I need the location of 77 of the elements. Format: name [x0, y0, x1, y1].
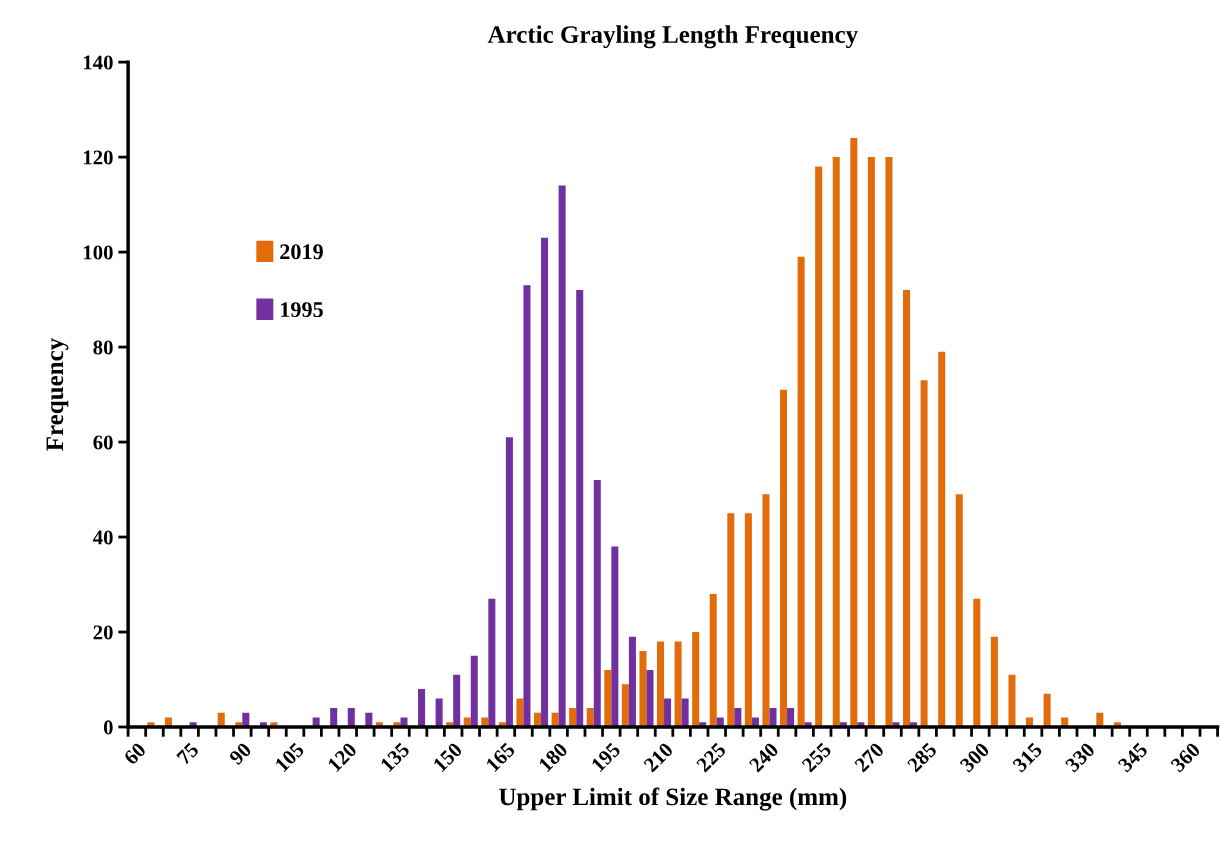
- x-axis-title: Upper Limit of Size Range (mm): [499, 787, 847, 811]
- chart-title: Arctic Grayling Length Frequency: [487, 25, 858, 49]
- y-tick-label: 120: [83, 150, 113, 165]
- y-tick-label: 100: [83, 245, 113, 260]
- bar: [938, 351, 946, 727]
- bar: [692, 632, 700, 727]
- bar: [488, 598, 496, 727]
- bar: [797, 256, 805, 727]
- bar: [611, 546, 619, 727]
- bar: [1008, 674, 1016, 727]
- x-tick-label: 120: [327, 741, 358, 773]
- x-tick-label: 360: [1170, 741, 1202, 773]
- bar: [516, 698, 524, 727]
- x-tick-label: 225: [695, 741, 727, 773]
- x-tick-label: 180: [538, 741, 569, 773]
- bar: [604, 670, 612, 727]
- bar: [832, 157, 840, 727]
- bar: [769, 708, 777, 727]
- x-tick-label: 165: [485, 741, 516, 773]
- bar: [523, 285, 531, 727]
- bar: [990, 636, 998, 727]
- bar: [1043, 693, 1051, 727]
- x-tick-label: 285: [906, 741, 938, 773]
- x-tick-label: 150: [432, 741, 463, 773]
- bar: [621, 684, 629, 727]
- y-tick-label: 80: [93, 340, 113, 355]
- bar: [657, 641, 665, 727]
- x-tick-label: 90: [228, 741, 253, 766]
- bar: [920, 380, 928, 727]
- y-tick-label: 40: [92, 530, 113, 545]
- bar: [576, 290, 584, 727]
- y-axis-title: Frequency: [46, 338, 69, 451]
- x-tick-label: 315: [1011, 741, 1043, 773]
- bar: [628, 636, 636, 727]
- x-tick-label: 195: [590, 741, 622, 773]
- bar: [418, 689, 426, 727]
- bar: [867, 157, 875, 727]
- x-tick-label: 60: [123, 741, 147, 766]
- x-tick-label: 240: [748, 741, 780, 773]
- bar: [744, 513, 752, 727]
- x-tick-label: 270: [853, 741, 885, 773]
- bar: [727, 513, 735, 727]
- x-tick-label: 210: [642, 741, 674, 773]
- x-tick-label: 255: [801, 741, 833, 773]
- y-tick-label: 20: [93, 625, 113, 640]
- bar: [646, 670, 654, 727]
- bar: [674, 641, 682, 727]
- legend-label: 1995: [281, 302, 323, 318]
- y-tick-label: 140: [83, 55, 113, 70]
- bar: [639, 651, 647, 727]
- x-tick-label: 75: [176, 741, 200, 766]
- bar: [955, 494, 963, 727]
- bar: [505, 437, 513, 727]
- x-tick-label: 330: [1064, 741, 1096, 773]
- legend-label: 2019: [280, 244, 323, 260]
- bar: [709, 594, 717, 727]
- bar: [470, 655, 478, 727]
- bar: [815, 166, 823, 727]
- x-tick-label: 345: [1117, 741, 1149, 773]
- x-tick-label: 300: [959, 741, 991, 773]
- bar: [435, 698, 443, 727]
- bar: [681, 698, 689, 727]
- bar: [558, 185, 566, 727]
- bar: [593, 480, 601, 727]
- y-tick-label: 60: [93, 435, 113, 450]
- bar: [453, 674, 461, 727]
- bar: [541, 237, 549, 727]
- x-tick-label: 135: [380, 741, 411, 773]
- bar: [903, 290, 911, 727]
- bar: [973, 598, 981, 727]
- bar: [664, 698, 672, 727]
- bar: [850, 138, 858, 727]
- bar: [780, 389, 788, 727]
- bar: [762, 494, 770, 727]
- bar: [885, 157, 893, 727]
- y-tick-label: 0: [103, 720, 113, 735]
- x-tick-label: 105: [274, 741, 305, 773]
